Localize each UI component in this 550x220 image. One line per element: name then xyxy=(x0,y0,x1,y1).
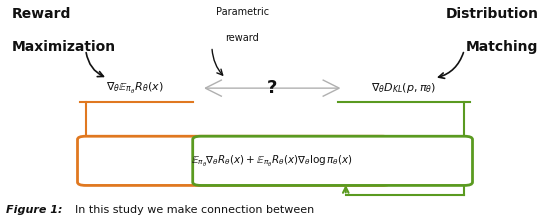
Text: In this study we make connection between: In this study we make connection between xyxy=(75,205,314,215)
Text: Figure 1:: Figure 1: xyxy=(6,205,63,215)
Text: Maximization: Maximization xyxy=(12,40,116,54)
Text: $\nabla_{\theta}D_{KL}(p, \pi_{\theta})$: $\nabla_{\theta}D_{KL}(p, \pi_{\theta})$ xyxy=(371,81,437,95)
Text: $\nabla_{\theta}\mathbb{E}_{\pi_{\theta}}R_{\theta}(x)$: $\nabla_{\theta}\mathbb{E}_{\pi_{\theta}… xyxy=(106,81,164,96)
Text: Matching: Matching xyxy=(466,40,538,54)
Text: Distribution: Distribution xyxy=(446,7,538,21)
Text: reward: reward xyxy=(225,33,259,44)
FancyBboxPatch shape xyxy=(78,136,390,185)
Text: Reward: Reward xyxy=(12,7,71,21)
Text: ?: ? xyxy=(267,79,277,97)
Text: Parametric: Parametric xyxy=(216,7,268,17)
Text: $\mathbb{E}_{\pi_{\theta}}\nabla_{\theta}R_{\theta}(x) + \mathbb{E}_{\pi_{\theta: $\mathbb{E}_{\pi_{\theta}}\nabla_{\theta… xyxy=(191,154,353,169)
FancyArrowPatch shape xyxy=(205,80,339,97)
FancyBboxPatch shape xyxy=(192,136,472,185)
